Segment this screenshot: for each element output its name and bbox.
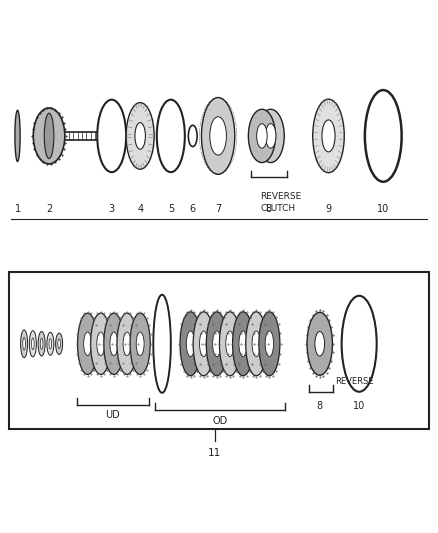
Ellipse shape — [187, 331, 195, 357]
Text: 9: 9 — [325, 204, 332, 214]
Ellipse shape — [56, 333, 63, 354]
Ellipse shape — [123, 332, 131, 356]
Ellipse shape — [193, 312, 214, 376]
Ellipse shape — [15, 110, 20, 161]
Text: 1: 1 — [14, 204, 21, 214]
Text: 2: 2 — [46, 204, 52, 214]
Ellipse shape — [239, 331, 247, 357]
Ellipse shape — [226, 331, 234, 357]
Ellipse shape — [130, 313, 150, 374]
Text: UD: UD — [106, 410, 120, 421]
Ellipse shape — [135, 123, 145, 149]
Ellipse shape — [322, 120, 335, 152]
Ellipse shape — [248, 109, 276, 163]
Ellipse shape — [233, 312, 254, 376]
Ellipse shape — [206, 312, 227, 376]
Ellipse shape — [32, 338, 34, 350]
Ellipse shape — [21, 330, 28, 358]
FancyBboxPatch shape — [9, 272, 429, 429]
Text: 6: 6 — [190, 204, 196, 214]
Text: REVERSE: REVERSE — [335, 377, 374, 385]
Ellipse shape — [307, 312, 332, 375]
Ellipse shape — [199, 331, 208, 357]
Ellipse shape — [246, 312, 267, 376]
Text: 4: 4 — [137, 204, 143, 214]
Ellipse shape — [47, 333, 54, 355]
Ellipse shape — [313, 99, 344, 173]
Ellipse shape — [265, 124, 276, 148]
Ellipse shape — [78, 313, 98, 374]
Ellipse shape — [126, 102, 154, 169]
Ellipse shape — [201, 98, 235, 174]
Text: REVERSE
CLUTCH: REVERSE CLUTCH — [261, 192, 302, 213]
Ellipse shape — [117, 313, 137, 374]
Text: OD: OD — [212, 416, 228, 426]
Ellipse shape — [44, 114, 54, 159]
Ellipse shape — [49, 338, 52, 349]
Text: 8: 8 — [317, 401, 323, 411]
Ellipse shape — [40, 338, 43, 349]
Text: 11: 11 — [208, 448, 221, 458]
Ellipse shape — [110, 332, 118, 356]
Ellipse shape — [84, 332, 92, 356]
Ellipse shape — [91, 313, 111, 374]
Ellipse shape — [38, 332, 45, 356]
Ellipse shape — [180, 312, 201, 376]
Ellipse shape — [58, 339, 60, 349]
Ellipse shape — [29, 330, 36, 357]
Text: 10: 10 — [377, 204, 389, 214]
Ellipse shape — [265, 331, 273, 357]
Ellipse shape — [97, 332, 105, 356]
Ellipse shape — [219, 312, 240, 376]
Ellipse shape — [315, 332, 325, 356]
Ellipse shape — [259, 312, 280, 376]
Ellipse shape — [23, 337, 25, 350]
Ellipse shape — [210, 117, 226, 155]
Ellipse shape — [257, 124, 267, 148]
Text: 8: 8 — [266, 204, 272, 214]
Ellipse shape — [213, 331, 221, 357]
Ellipse shape — [257, 109, 284, 163]
Ellipse shape — [104, 313, 124, 374]
Ellipse shape — [33, 108, 65, 164]
Text: 10: 10 — [353, 401, 365, 411]
Text: 3: 3 — [109, 204, 115, 214]
Ellipse shape — [252, 331, 260, 357]
Text: 7: 7 — [215, 204, 221, 214]
Ellipse shape — [136, 332, 144, 356]
Text: 5: 5 — [168, 204, 174, 214]
